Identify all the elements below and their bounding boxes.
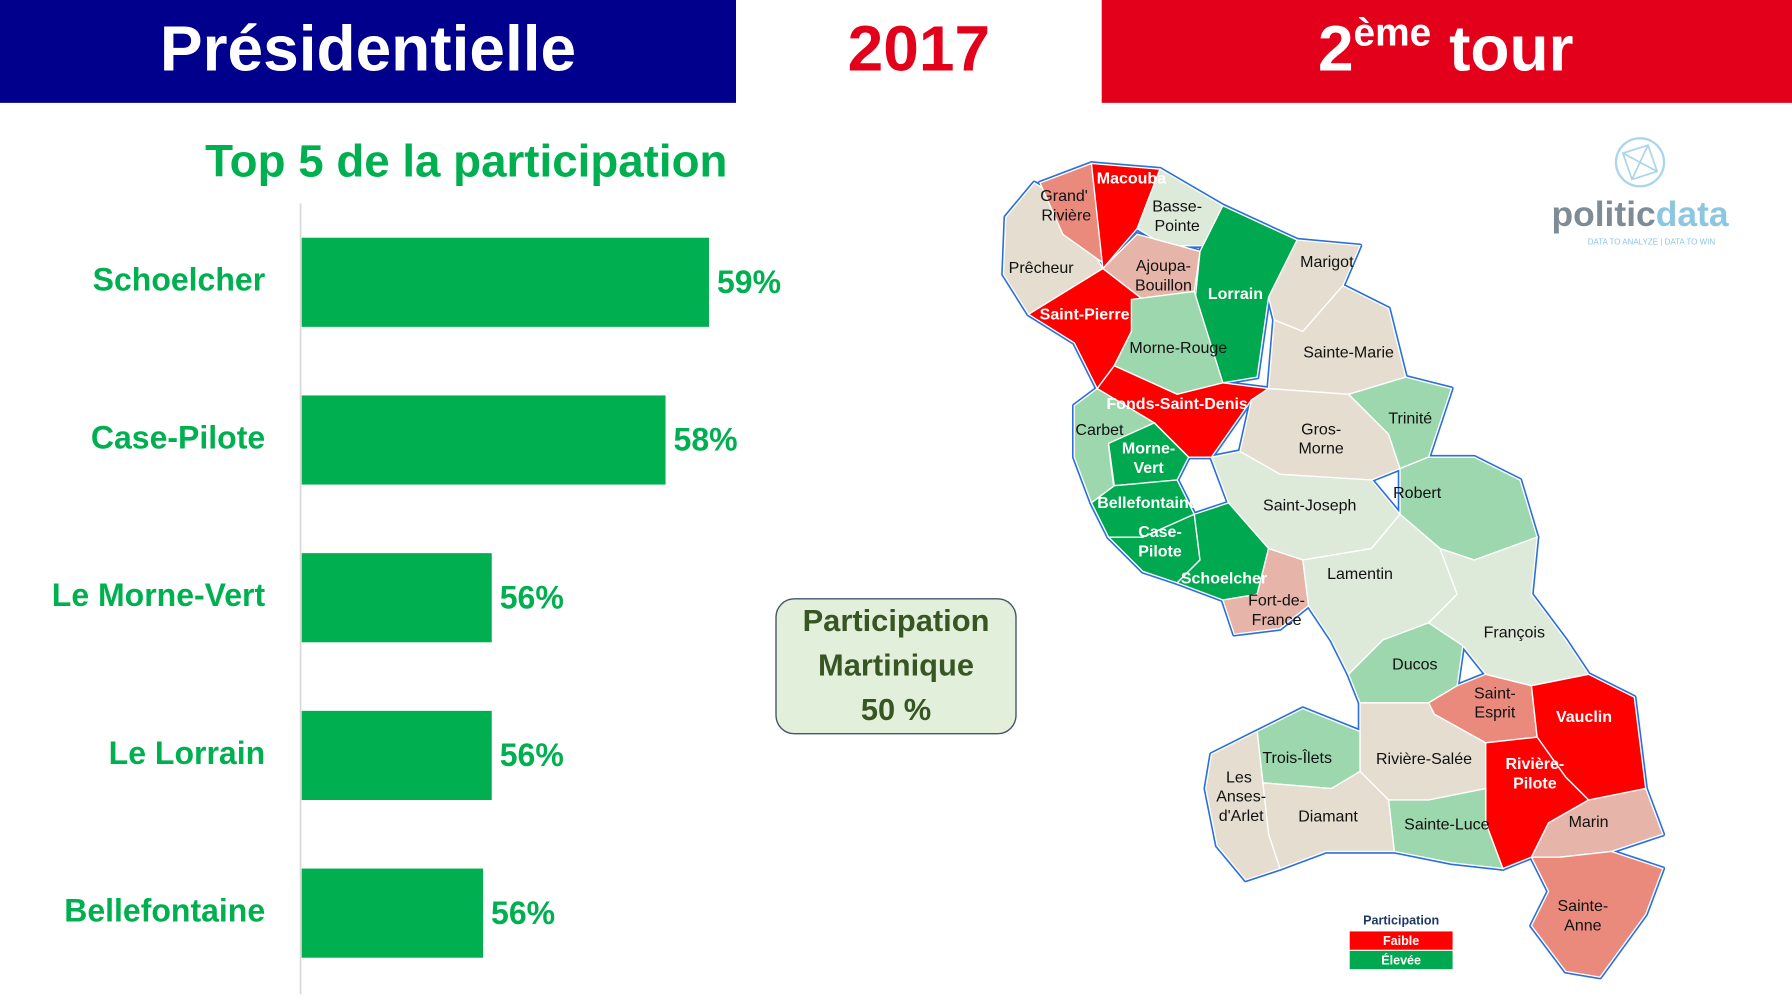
header-left-band [0,0,736,103]
commune-label: Morne-Rouge [1129,340,1227,357]
category-label: Le Lorrain [109,735,265,771]
value-label: 58% [674,422,738,458]
header-center: 2017 [848,13,990,85]
round-text: tour [1431,13,1573,85]
logo: politicdata DATA TO ANALYZE | DATA TO WI… [1551,137,1729,246]
bar [301,553,492,643]
box-line: Martinique [818,648,974,683]
header-left: Présidentielle [160,13,576,85]
commune-label: Fonds-Saint-Denis [1106,396,1247,413]
logo-tagline: DATA TO ANALYZE | DATA TO WIN [1588,237,1716,246]
logo-name-a: politic [1551,195,1655,235]
commune-label: Grand' Rivière [1040,188,1092,224]
bar [301,868,484,958]
commune [1205,730,1281,881]
value-label: 59% [717,264,781,300]
box-line: Participation [803,603,990,638]
box-line: 50 % [861,692,931,727]
commune [1136,168,1224,247]
commune-label: Case-Pilote [1138,524,1182,560]
commune-label: Saint-Esprit [1474,686,1516,722]
round-number: 2 [1318,13,1354,85]
bar [301,237,709,327]
round-suffix: ème [1354,12,1432,55]
bar [301,710,492,800]
commune-label: Ducos [1392,656,1437,673]
commune-label: Rivière-Salée [1376,751,1472,768]
legend-label: Élevée [1381,952,1421,967]
category-label: Le Morne-Vert [52,577,266,613]
commune-label: Basse-Pointe [1152,199,1202,235]
legend-swatch [1349,950,1453,970]
value-label: 56% [500,737,564,773]
commune-label: Marigot [1300,254,1354,271]
commune-label: Prêcheur [1009,260,1075,277]
legend-title: Participation [1363,913,1439,927]
value-label: 56% [491,895,555,931]
box-bg [775,598,1017,735]
commune-label: Saint-Pierre [1040,307,1130,324]
logo-name-b: data [1656,195,1729,235]
commune-label: Bellefontaine [1097,495,1198,512]
commune-label: Lorrain [1208,286,1263,303]
category-label: Bellefontaine [64,893,265,929]
legend-swatch [1349,931,1453,950]
commune-label: Macouba [1097,171,1166,188]
logo-name: politicdata [1551,195,1728,235]
commune [1256,707,1361,790]
commune-label: Sainte-Luce [1404,816,1489,833]
commune [1387,787,1504,870]
chart-title: Top 5 de la participation [205,136,727,187]
commune-label: Fort-de-France [1248,593,1305,629]
header-right-band [1101,0,1792,103]
commune-label: Morne-Vert [1122,441,1175,477]
commune-label: Vauclin [1556,709,1612,726]
logo-icon-lines [1621,144,1659,181]
commune-label: Robert [1393,485,1442,502]
commune [1530,850,1664,978]
commune-label: Diamant [1298,808,1358,825]
commune-label: Les Anses-d'Arlet [1216,770,1266,826]
category-label: Case-Pilote [91,419,265,455]
commune-label: Lamentin [1327,566,1393,583]
bar [301,395,666,485]
logo-icon [1614,137,1666,188]
commune-label: Ajoupa-Bouillon [1135,258,1192,294]
commune-label: Gros-Morne [1298,422,1343,458]
commune-label: Trois-Îlets [1262,748,1332,767]
commune-label: François [1484,624,1545,641]
commune-label: Trinité [1388,411,1432,428]
legend-label: Faible [1383,934,1419,948]
commune-label: Marin [1569,814,1609,831]
commune-label: Saint-Joseph [1263,498,1356,515]
value-label: 56% [500,579,564,615]
commune-label: Sainte-Anne [1558,898,1609,934]
commune-label: Schoelcher [1181,571,1267,588]
commune-label: Sainte-Marie [1303,344,1394,361]
commune-label: Rivière-Pilote [1506,756,1565,792]
commune [1107,422,1190,487]
participation-box: Participation Martinique 50 % [775,598,1017,735]
header-right: 2ème tour [1318,12,1574,85]
commune-label: Carbet [1075,422,1124,439]
map: Prêcheur Grand' Rivière Macouba Basse-Point… [1001,161,1666,980]
category-label: Schoelcher [93,262,266,298]
